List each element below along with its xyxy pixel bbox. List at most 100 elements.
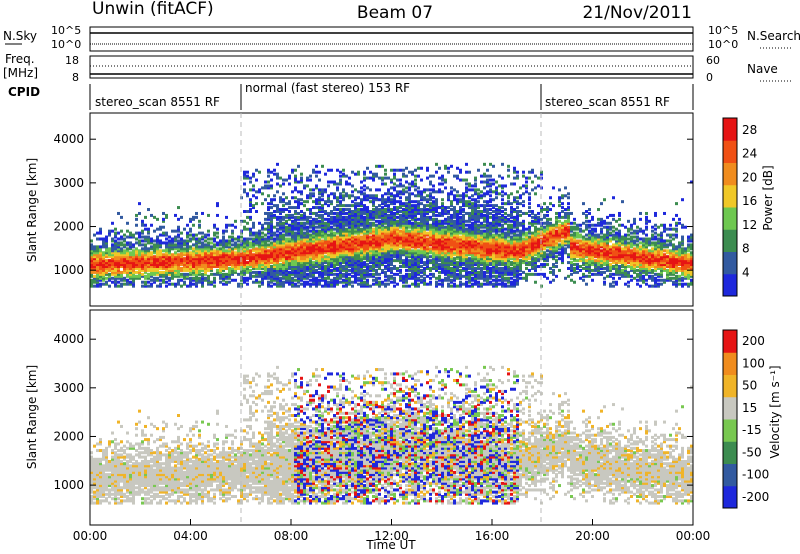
power-cell <box>243 265 246 269</box>
power-cell <box>339 270 342 274</box>
power-cell <box>201 259 204 263</box>
power-cell <box>468 270 471 274</box>
power-cell <box>132 255 135 259</box>
power-cell <box>366 249 369 253</box>
power-cell <box>447 209 450 213</box>
power-cell <box>90 249 93 253</box>
power-cell <box>414 231 417 235</box>
power-cell <box>243 172 246 176</box>
power-cell <box>297 243 300 247</box>
power-cell <box>507 245 510 249</box>
power-cell <box>303 280 306 284</box>
power-cell <box>423 282 426 286</box>
power-cell <box>384 231 387 235</box>
power-cell <box>429 229 432 233</box>
power-cell <box>303 249 306 253</box>
power-cell <box>513 268 516 272</box>
power-cell <box>381 198 384 202</box>
power-cell <box>432 211 435 215</box>
power-cell <box>429 255 432 259</box>
power-cell <box>396 259 399 263</box>
power-cell <box>228 241 231 245</box>
power-cell <box>297 247 300 251</box>
power-cell <box>384 192 387 196</box>
power-cell <box>345 221 348 225</box>
power-cell <box>228 276 231 280</box>
power-cell <box>252 184 255 188</box>
power-cell <box>339 266 342 270</box>
power-cell <box>324 235 327 239</box>
power-cell <box>117 211 120 215</box>
power-cell <box>336 215 339 219</box>
power-cell <box>405 255 408 259</box>
power-cell <box>306 231 309 235</box>
power-cell <box>372 247 375 251</box>
power-cell <box>324 223 327 227</box>
power-cell <box>411 259 414 263</box>
power-cell <box>309 221 312 225</box>
power-cell <box>267 206 270 210</box>
power-cell <box>261 251 264 255</box>
power-cell <box>285 202 288 206</box>
power-cell <box>414 204 417 208</box>
power-cell <box>285 278 288 282</box>
power-cell <box>339 182 342 186</box>
power-cell <box>306 215 309 219</box>
power-cell <box>513 243 516 247</box>
power-cell <box>480 276 483 280</box>
power-cell <box>276 233 279 237</box>
power-cell <box>357 251 360 255</box>
power-cell <box>219 265 222 269</box>
power-cell <box>288 265 291 269</box>
power-cell <box>228 257 231 261</box>
power-cell <box>462 235 465 239</box>
power-cell <box>510 229 513 233</box>
power-cell <box>387 215 390 219</box>
power-cell <box>138 202 141 206</box>
power-cell <box>246 270 249 274</box>
power-cell <box>444 237 447 241</box>
power-cell <box>321 192 324 196</box>
power-cell <box>135 217 138 221</box>
power-cell <box>96 261 99 265</box>
power-cell <box>333 211 336 215</box>
power-cell <box>324 231 327 235</box>
power-cell <box>417 251 420 255</box>
power-cell <box>411 200 414 204</box>
power-cell <box>387 192 390 196</box>
power-cell <box>345 211 348 215</box>
power-cell <box>324 225 327 229</box>
power-cell <box>252 233 255 237</box>
power-cell <box>402 213 405 217</box>
power-cell <box>120 243 123 247</box>
power-cell <box>303 251 306 255</box>
power-cell <box>384 168 387 172</box>
power-cell <box>261 241 264 245</box>
power-cell <box>387 251 390 255</box>
power-cell <box>321 198 324 202</box>
power-cell <box>507 257 510 261</box>
power-cell <box>342 217 345 221</box>
power-cell <box>462 192 465 196</box>
power-cell <box>168 259 171 263</box>
power-cell <box>294 206 297 210</box>
power-cell <box>222 261 225 265</box>
power-cell <box>105 276 108 280</box>
power-cell <box>114 263 117 267</box>
power-cell <box>345 272 348 276</box>
power-cell <box>459 178 462 182</box>
power-cell <box>312 225 315 229</box>
power-cell <box>93 261 96 265</box>
power-cell <box>402 278 405 282</box>
power-cell <box>387 208 390 212</box>
power-cell <box>213 253 216 257</box>
power-cell <box>456 239 459 243</box>
power-cell <box>297 202 300 206</box>
power-cell <box>183 282 186 286</box>
power-cell <box>312 245 315 249</box>
power-cell <box>498 235 501 239</box>
power-cell <box>378 209 381 213</box>
power-cell <box>288 282 291 286</box>
power-cell <box>282 263 285 267</box>
power-cell <box>360 253 363 257</box>
